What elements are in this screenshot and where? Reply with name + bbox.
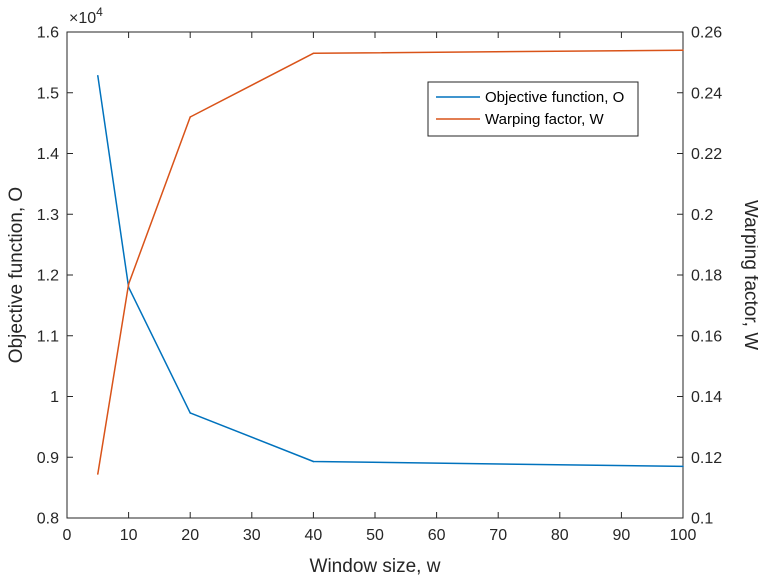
y-right-tick-label: 0.22 bbox=[691, 146, 722, 163]
y-left-tick-label: 1.2 bbox=[37, 268, 59, 285]
legend: Objective function, O Warping factor, W bbox=[427, 81, 639, 137]
y-left-tick-label: 1 bbox=[50, 389, 59, 406]
y-right-tick-label: 0.1 bbox=[691, 511, 713, 528]
y-left-axis-label: Objective function, O bbox=[6, 187, 27, 363]
y-right-tick-label: 0.26 bbox=[691, 25, 722, 42]
y-right-axis-label: Warping factor, W bbox=[740, 200, 758, 350]
x-tick-label: 90 bbox=[613, 527, 631, 544]
y-left-tick-label: 1.1 bbox=[37, 328, 59, 345]
x-tick-label: 80 bbox=[551, 527, 569, 544]
data-point-objective-function bbox=[97, 74, 99, 77]
y-left-tick-label: 1.5 bbox=[37, 85, 59, 102]
legend-entry-label: Warping factor, W bbox=[485, 111, 604, 128]
y-right-tick-label: 0.16 bbox=[691, 328, 722, 345]
x-tick-label: 10 bbox=[120, 527, 138, 544]
x-tick-label: 20 bbox=[181, 527, 199, 544]
legend-entry-label: Objective function, O bbox=[485, 89, 624, 106]
y-right-tick-label: 0.14 bbox=[691, 389, 722, 406]
data-point-warping-factor bbox=[97, 473, 99, 475]
x-tick-label: 50 bbox=[366, 527, 384, 544]
y-right-tick-label: 0.2 bbox=[691, 207, 713, 224]
y-right-tick-label: 0.12 bbox=[691, 450, 722, 467]
data-point-objective-function bbox=[189, 412, 191, 414]
x-tick-label: 60 bbox=[428, 527, 446, 544]
legend-box bbox=[427, 81, 639, 137]
data-point-objective-function bbox=[312, 460, 315, 463]
x-tick-label: 30 bbox=[243, 527, 261, 544]
data-point-warping-factor bbox=[312, 52, 315, 55]
y-left-multiplier-base: ×10 bbox=[69, 10, 96, 27]
y-right-tick-label: 0.18 bbox=[691, 268, 722, 285]
data-point-warping-factor bbox=[682, 49, 684, 52]
y-left-multiplier-exponent: 4 bbox=[96, 5, 103, 19]
data-point-warping-factor bbox=[127, 283, 130, 285]
y-left-tick-label: 0.8 bbox=[37, 511, 59, 528]
x-tick-label: 100 bbox=[670, 527, 697, 544]
data-point-objective-function bbox=[682, 465, 684, 468]
y-left-tick-label: 0.9 bbox=[37, 450, 59, 467]
y-left-multiplier: ×104 bbox=[69, 5, 103, 27]
x-axis-label: Window size, w bbox=[310, 556, 441, 577]
y-right-tick-label: 0.24 bbox=[691, 85, 722, 102]
x-tick-label: 70 bbox=[489, 527, 507, 544]
x-tick-label: 0 bbox=[63, 527, 72, 544]
data-point-warping-factor bbox=[189, 116, 191, 118]
axis-labels: Window size, w Objective function, O Warpi… bbox=[6, 187, 758, 577]
y-left-tick-label: 1.6 bbox=[37, 25, 59, 42]
series-layer bbox=[97, 49, 684, 475]
y-left-tick-label: 1.4 bbox=[37, 146, 59, 163]
y-left-tick-label: 1.3 bbox=[37, 207, 59, 224]
x-tick-label: 40 bbox=[305, 527, 323, 544]
